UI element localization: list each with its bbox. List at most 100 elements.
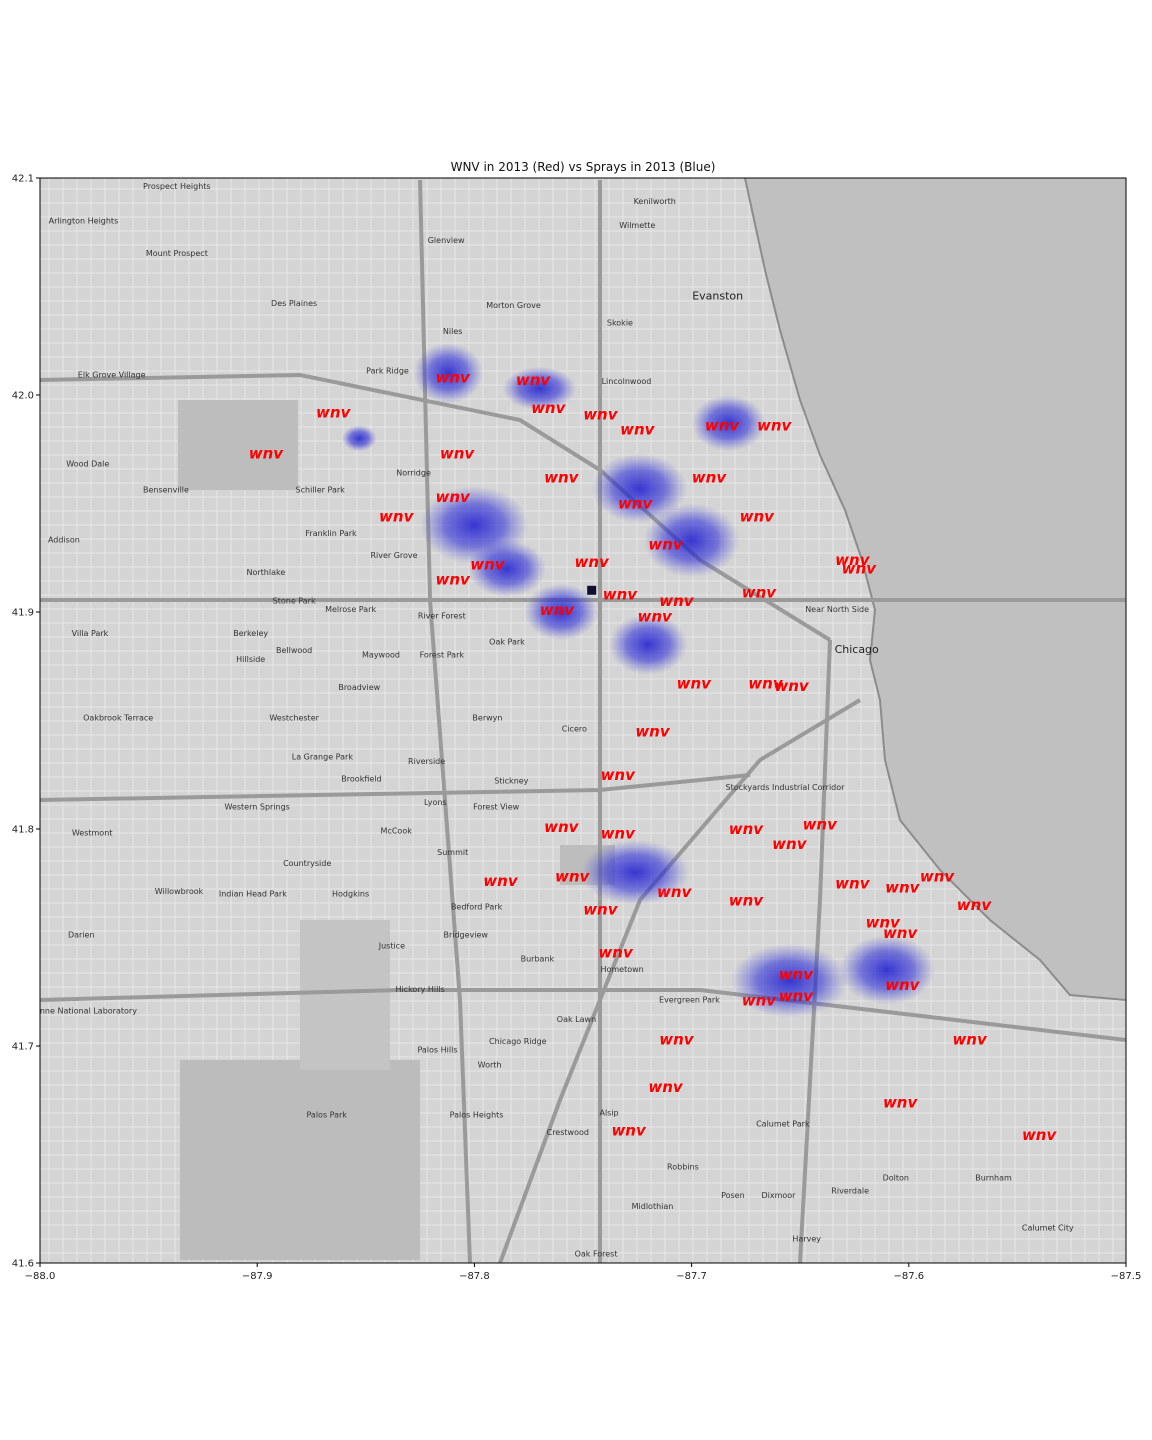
- spray-cluster-2: [691, 395, 766, 452]
- x-tick-label-1: −87.9: [242, 1271, 273, 1282]
- wnv-marker-25: wnv: [659, 592, 695, 610]
- place-label-75: Calumet City: [1022, 1223, 1074, 1232]
- place-label-63: Palos Heights: [450, 1111, 504, 1120]
- city-label-1: Chicago: [835, 643, 879, 656]
- shoreline: [744, 178, 1126, 1001]
- place-label-54: Burbank: [521, 954, 555, 963]
- wnv-marker-42: wnv: [835, 874, 871, 892]
- place-label-79: Argonne National Laboratory: [21, 1006, 137, 1015]
- x-tick-label-4: −87.6: [893, 1271, 924, 1282]
- wnv-marker-9: wnv: [757, 416, 793, 434]
- ohare-airport: [178, 400, 298, 490]
- y-tick-label-1: 41.7: [12, 1042, 34, 1053]
- y-tick-label-5: 42.1: [12, 174, 34, 185]
- place-label-6: Bensenville: [143, 486, 189, 495]
- place-label-7: Addison: [48, 536, 80, 545]
- place-label-23: Schiller Park: [296, 486, 346, 495]
- place-label-26: Stone Park: [273, 596, 316, 605]
- wnv-marker-23: wnv: [742, 583, 778, 601]
- place-label-60: Chicago Ridge: [489, 1037, 547, 1046]
- place-label-72: Riverdale: [831, 1187, 869, 1196]
- wnv-marker-32: wnv: [544, 818, 580, 836]
- wnv-marker-5: wnv: [249, 445, 285, 463]
- place-label-19: Niles: [443, 327, 463, 336]
- wnv-marker-47: wnv: [883, 924, 919, 942]
- wnv-marker-51: wnv: [742, 991, 778, 1009]
- place-label-56: Hickory Hills: [395, 985, 444, 994]
- wnv-marker-2: wnv: [531, 399, 567, 417]
- wnv-marker-50: wnv: [779, 987, 815, 1005]
- wnv-marker-48: wnv: [598, 944, 634, 962]
- wnv-marker-41: wnv: [583, 900, 619, 918]
- wnv-marker-57: wnv: [611, 1122, 647, 1140]
- place-label-50: Hodgkins: [332, 889, 369, 898]
- place-label-24: Franklin Park: [305, 529, 357, 538]
- place-label-10: Oakbrook Terrace: [83, 714, 153, 723]
- wnv-marker-28: wnv: [748, 675, 784, 693]
- wnv-marker-10: wnv: [544, 468, 580, 486]
- wnv-marker-29: wnv: [774, 677, 810, 695]
- wnv-marker-27: wnv: [677, 675, 713, 693]
- place-label-45: Forest View: [473, 802, 520, 811]
- place-label-62: Palos Park: [306, 1111, 347, 1120]
- place-label-68: Dolton: [883, 1174, 909, 1183]
- wnv-marker-30: wnv: [635, 722, 671, 740]
- place-label-77: Near North Side: [805, 605, 869, 614]
- place-label-39: La Grange Park: [292, 753, 354, 762]
- place-label-35: Hillside: [236, 655, 265, 664]
- plot-frame: [39, 177, 1127, 1264]
- city-label-0: Evanston: [692, 290, 743, 303]
- spray-cluster-9: [341, 425, 377, 452]
- wnv-marker-58: wnv: [1022, 1126, 1058, 1144]
- wnv-marker-21: wnv: [842, 560, 878, 578]
- place-label-64: Alsip: [599, 1108, 618, 1117]
- place-label-14: Glenview: [428, 236, 465, 245]
- place-label-28: River Forest: [418, 612, 466, 621]
- x-tick-label-0: −88.0: [25, 1271, 56, 1282]
- wnv-marker-39: wnv: [657, 883, 693, 901]
- place-label-0: Prospect Heights: [143, 182, 211, 191]
- place-label-51: Bedford Park: [451, 902, 503, 911]
- place-label-57: Evergreen Park: [659, 996, 720, 1005]
- spray-cluster-12: [839, 935, 935, 1005]
- wnv-marker-6: wnv: [440, 445, 476, 463]
- wnv-marker-11: wnv: [692, 468, 728, 486]
- wnv-marker-7: wnv: [620, 421, 656, 439]
- wnv-marker-20: wnv: [835, 551, 871, 569]
- place-label-20: Park Ridge: [366, 366, 409, 375]
- place-label-13: Darien: [68, 931, 95, 940]
- place-label-34: Broadview: [338, 683, 380, 692]
- wnv-marker-43: wnv: [885, 879, 921, 897]
- highways: [40, 179, 1126, 1263]
- y-axis: 41.6 41.7 41.8 41.9 42.0 42.1: [12, 174, 40, 1270]
- wnv-marker-12: wnv: [436, 488, 472, 506]
- wnv-marker-3: wnv: [583, 406, 619, 424]
- wnv-marker-33: wnv: [601, 824, 637, 842]
- place-label-55: Hometown: [600, 965, 643, 974]
- wnv-marker-38: wnv: [483, 872, 519, 890]
- spray-layer: [341, 342, 935, 1018]
- place-label-74: Harvey: [792, 1234, 821, 1243]
- place-label-layer: Prospect Heights Arlington Heights Mount P…: [21, 182, 1074, 1259]
- wnv-marker-0: wnv: [436, 369, 472, 387]
- place-label-67: Robbins: [667, 1163, 699, 1172]
- place-label-33: Oak Park: [489, 638, 525, 647]
- place-label-15: Wilmette: [619, 221, 655, 230]
- place-label-30: Bellwood: [276, 646, 312, 655]
- place-label-17: Morton Grove: [486, 301, 541, 310]
- place-label-58: Oak Lawn: [557, 1015, 596, 1024]
- wnv-marker-4: wnv: [316, 403, 352, 421]
- wnv-marker-52: wnv: [885, 976, 921, 994]
- place-label-42: Stickney: [494, 776, 528, 785]
- wnv-marker-19: wnv: [575, 553, 611, 571]
- place-label-21: Lincolnwood: [602, 377, 652, 386]
- spray-cluster-7: [524, 583, 599, 641]
- place-label-25: River Grove: [370, 551, 417, 560]
- trap-marker: [587, 585, 597, 595]
- wnv-marker-16: wnv: [648, 536, 684, 554]
- place-label-43: Western Springs: [225, 802, 290, 811]
- place-label-29: Berkeley: [233, 629, 268, 638]
- place-label-32: Forest Park: [420, 651, 465, 660]
- place-label-18: Skokie: [607, 319, 633, 328]
